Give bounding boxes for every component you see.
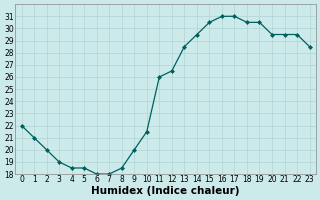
X-axis label: Humidex (Indice chaleur): Humidex (Indice chaleur) (91, 186, 240, 196)
